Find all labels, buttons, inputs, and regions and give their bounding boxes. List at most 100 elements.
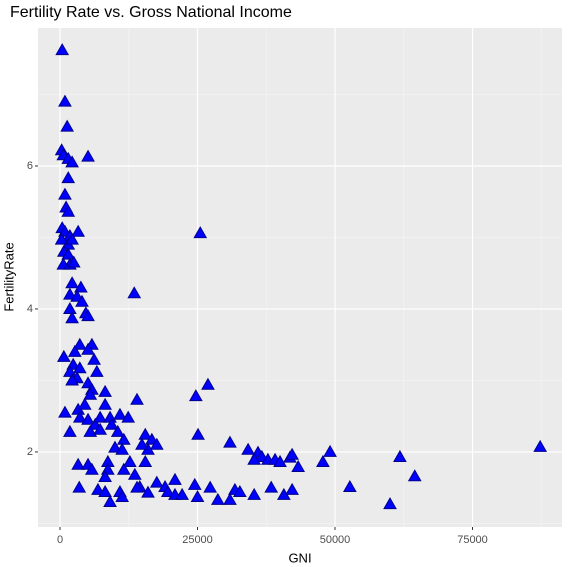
point <box>75 294 89 307</box>
point <box>72 337 87 350</box>
point <box>115 442 130 455</box>
chart-title: Fertility Rate vs. Gross National Income <box>10 4 292 21</box>
x-tick-label: 50000 <box>320 534 351 546</box>
point <box>87 352 101 365</box>
point <box>61 247 76 260</box>
point <box>127 286 142 299</box>
x-tick-label: 25000 <box>182 534 213 546</box>
point <box>203 480 218 493</box>
point <box>65 276 79 289</box>
point <box>60 119 75 132</box>
point <box>83 387 98 400</box>
point <box>63 301 77 314</box>
y-tick-label: 2 <box>27 446 33 458</box>
point <box>74 280 88 293</box>
point <box>108 440 122 453</box>
point <box>98 484 112 497</box>
y-tick-label: 4 <box>27 303 33 315</box>
point <box>116 462 131 475</box>
point <box>113 407 127 420</box>
point <box>72 480 87 493</box>
point <box>72 361 87 374</box>
point <box>81 149 95 162</box>
point <box>168 472 182 485</box>
point <box>56 349 71 362</box>
point <box>66 255 81 268</box>
point <box>342 479 357 492</box>
point <box>291 459 306 472</box>
x-axis-title: GNI <box>288 550 311 565</box>
point <box>116 432 131 445</box>
point <box>81 342 95 355</box>
point <box>55 43 70 56</box>
point <box>190 489 205 502</box>
point <box>54 232 69 245</box>
point <box>127 467 142 480</box>
point <box>323 444 337 457</box>
point <box>81 412 95 425</box>
point <box>149 475 164 488</box>
point <box>223 492 237 505</box>
point <box>85 462 99 475</box>
point <box>130 392 144 405</box>
point <box>71 224 86 237</box>
point <box>63 364 77 377</box>
point <box>93 422 108 435</box>
point <box>67 344 82 357</box>
point <box>135 437 149 450</box>
point <box>58 405 72 418</box>
point <box>188 389 203 402</box>
point <box>91 482 105 495</box>
point <box>383 497 397 510</box>
point <box>65 232 79 245</box>
point <box>89 364 104 377</box>
point <box>138 427 153 440</box>
point <box>104 417 119 430</box>
y-tick-label: 6 <box>27 160 33 172</box>
point <box>65 373 79 386</box>
point <box>191 427 205 440</box>
point <box>65 155 79 168</box>
point <box>393 449 407 462</box>
point <box>103 494 117 507</box>
point <box>81 309 95 322</box>
point <box>58 94 72 107</box>
point <box>160 484 175 497</box>
point <box>247 452 262 465</box>
point <box>201 377 215 390</box>
point <box>83 424 98 437</box>
point <box>121 410 136 423</box>
point <box>61 171 76 184</box>
point <box>65 311 79 324</box>
point <box>93 410 108 423</box>
point <box>316 454 330 467</box>
point <box>63 287 77 300</box>
point <box>98 397 112 410</box>
point <box>210 492 225 505</box>
point <box>77 397 92 410</box>
point <box>241 442 255 455</box>
point <box>149 437 164 450</box>
x-tick-label: 0 <box>57 534 63 546</box>
point <box>110 424 125 437</box>
point <box>187 477 202 490</box>
point <box>247 487 262 500</box>
point <box>98 469 112 482</box>
point <box>130 480 144 493</box>
point <box>273 454 287 467</box>
point <box>285 447 299 460</box>
point <box>533 439 548 452</box>
x-tick-label: 75000 <box>457 534 488 546</box>
point <box>98 384 112 397</box>
point <box>72 410 87 423</box>
point <box>115 489 130 502</box>
point <box>58 187 72 200</box>
point <box>407 469 422 482</box>
point <box>71 457 86 470</box>
point <box>141 485 155 498</box>
point <box>122 454 137 467</box>
point <box>285 482 299 495</box>
y-axis-title: FertilityRate <box>1 242 16 311</box>
point <box>223 435 237 448</box>
